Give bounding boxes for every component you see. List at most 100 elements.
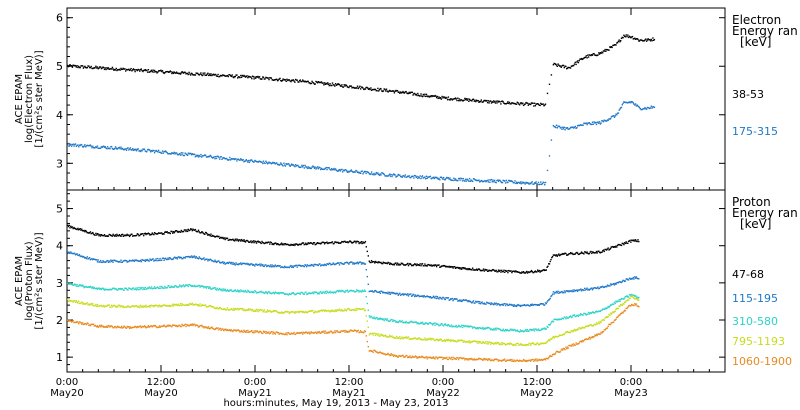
data-point: [576, 329, 578, 332]
data-point: [98, 261, 100, 263]
data-point: [289, 244, 291, 247]
data-point: [405, 264, 407, 266]
data-point: [627, 101, 630, 103]
data-point: [510, 329, 512, 331]
data-point: [272, 161, 274, 164]
data-point: [503, 102, 505, 104]
data-point: [382, 261, 385, 263]
data-point: [448, 324, 450, 327]
data-point: [226, 157, 228, 160]
data-point: [389, 262, 392, 264]
data-point: [153, 71, 155, 73]
data-point: [94, 324, 96, 327]
data-point: [106, 259, 109, 262]
data-point: [164, 71, 167, 73]
data-point: [356, 171, 359, 173]
data-point: [168, 304, 171, 307]
data-point: [555, 255, 557, 257]
data-point: [98, 325, 100, 328]
data-point: [495, 343, 497, 345]
data-point: [636, 296, 638, 298]
data-point: [139, 306, 141, 309]
data-point: [527, 182, 529, 184]
data-point: [165, 258, 168, 261]
data-point: [629, 277, 631, 280]
data-point: [220, 329, 222, 331]
data-point: [181, 231, 183, 233]
data-point: [291, 244, 294, 246]
data-point: [72, 252, 74, 255]
data-point: [554, 336, 556, 338]
data-point: [515, 181, 518, 183]
data-point: [458, 98, 461, 100]
data-point: [563, 316, 565, 318]
data-point: [587, 325, 590, 327]
data-point: [219, 237, 221, 239]
data-point: [164, 305, 167, 307]
data-point: [185, 325, 187, 328]
data-point: [389, 335, 392, 338]
data-point: [206, 233, 208, 235]
data-point: [128, 259, 131, 262]
data-point: [501, 181, 503, 184]
data-point: [338, 308, 341, 310]
data-point: [435, 95, 437, 97]
data-point: [164, 72, 166, 74]
data-point: [257, 331, 259, 333]
data-point: [399, 338, 402, 340]
data-point: [606, 307, 609, 309]
data-point: [132, 326, 135, 329]
data-point: [364, 263, 367, 265]
data-point: [385, 90, 387, 92]
data-point: [507, 181, 509, 184]
data-point: [393, 264, 396, 266]
data-point: [222, 290, 224, 292]
data-point: [234, 158, 236, 160]
data-point: [590, 123, 592, 126]
data-point: [273, 293, 276, 295]
data-point: [490, 343, 492, 345]
data-point: [156, 233, 158, 235]
data-point: [410, 320, 412, 323]
data-point: [158, 325, 161, 327]
data-point: [111, 147, 114, 150]
data-point: [594, 122, 596, 124]
data-point: [587, 122, 589, 124]
data-point: [304, 164, 306, 167]
data-point: [446, 176, 448, 179]
data-point: [620, 281, 623, 284]
data-point: [163, 324, 165, 326]
data-point: [523, 344, 526, 346]
data-point: [99, 147, 101, 149]
data-point: [124, 259, 126, 262]
data-point: [250, 291, 252, 293]
data-point: [479, 341, 482, 343]
data-point: [199, 257, 201, 259]
data-point: [132, 259, 134, 261]
data-point: [212, 260, 215, 263]
data-point: [301, 164, 303, 167]
data-point: [566, 127, 568, 129]
data-point: [382, 318, 385, 320]
data-point: [99, 261, 101, 263]
data-point: [634, 277, 637, 279]
data-point: [501, 181, 504, 184]
data-point: [540, 328, 543, 330]
data-point: [437, 264, 439, 266]
data-point: [79, 66, 81, 69]
data-point: [584, 56, 586, 59]
data-point: [182, 256, 185, 259]
data-point: [421, 339, 424, 341]
data-point: [358, 172, 360, 174]
data-point: [94, 234, 96, 236]
data-point: [571, 65, 573, 67]
data-point: [122, 260, 124, 262]
data-point: [496, 179, 498, 182]
data-point: [622, 102, 624, 105]
data-point: [398, 293, 400, 295]
data-point: [287, 163, 290, 165]
data-point: [224, 238, 226, 241]
data-point: [497, 179, 499, 181]
data-point: [435, 338, 438, 340]
data-point: [203, 287, 205, 289]
